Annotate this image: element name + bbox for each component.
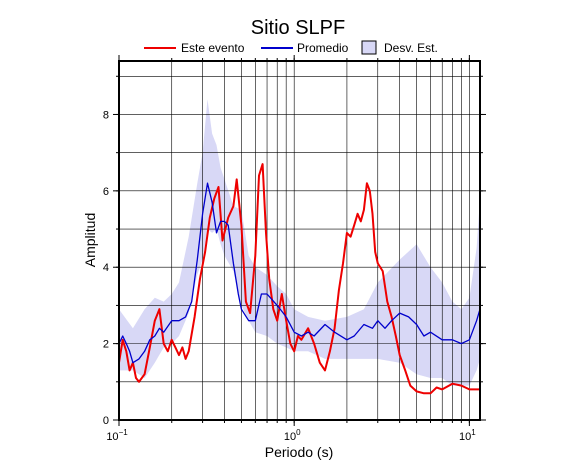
legend: Este evento Promedio Desv. Est. [144,40,438,55]
series-line-este-evento [118,163,480,395]
y-tick-label: 2 [103,339,109,351]
y-axis-label: Amplitud [82,213,98,267]
x-axis-label: Periodo (s) [265,444,333,460]
plot-frame [118,60,481,421]
x-tick-label: 100 [284,428,301,443]
legend-label-este-evento: Este evento [181,41,245,55]
y-tick-label: 8 [103,109,109,121]
legend-label-promedio: Promedio [297,41,349,55]
legend-label-desv-est: Desv. Est. [384,41,438,55]
y-tick-label: 0 [103,415,109,427]
y-tick-label: 6 [103,186,109,198]
plot-area: 10−1 100 101 0 2 4 6 8 [103,55,486,443]
legend-swatch-desv-est [361,40,377,55]
series-line-promedio [118,182,481,364]
x-tick-label: 10−1 [106,428,128,443]
chart-title: Sitio SLPF [251,17,345,39]
x-tick-label: 101 [459,428,476,443]
y-tick-label: 4 [103,262,109,274]
